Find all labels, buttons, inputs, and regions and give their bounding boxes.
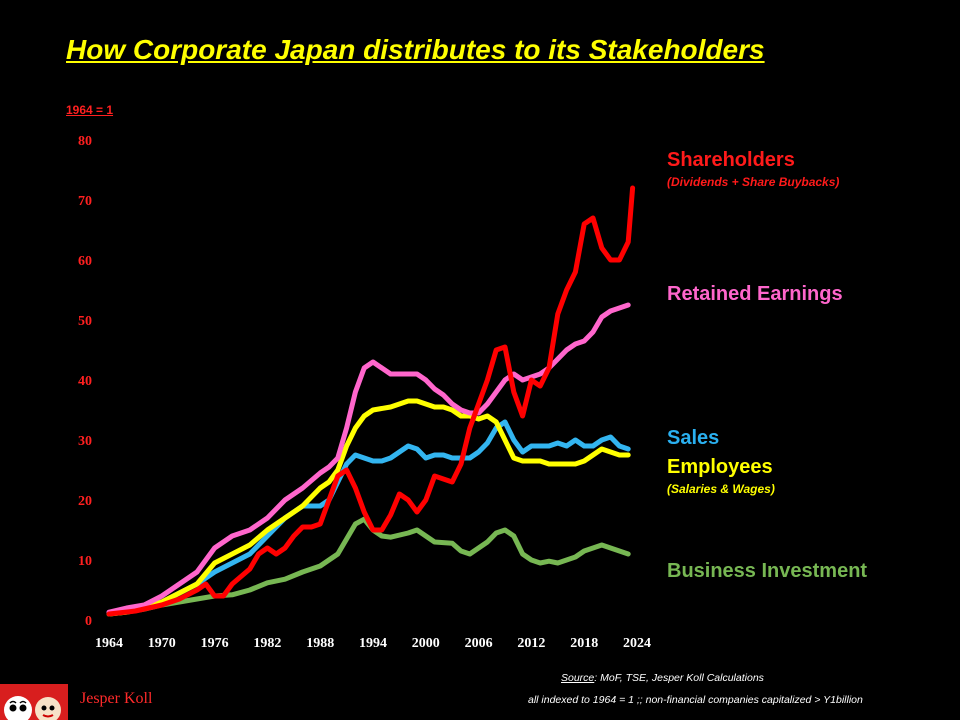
footnote: all indexed to 1964 = 1 ;; non-financial… bbox=[528, 694, 863, 706]
x-tick-label: 2000 bbox=[412, 636, 440, 651]
chart-title: How Corporate Japan distributes to its S… bbox=[66, 34, 765, 65]
legend-business-investment-label: Business Investment bbox=[667, 560, 868, 582]
series-line-shareholders bbox=[106, 185, 636, 617]
legend-retained-earnings: Retained Earnings bbox=[667, 283, 843, 306]
legend-sales-label: Sales bbox=[667, 427, 720, 449]
legend-sales: Sales bbox=[667, 427, 719, 450]
series-lines bbox=[106, 185, 636, 617]
daruma-logo bbox=[0, 684, 68, 720]
series-line-sales bbox=[106, 419, 631, 616]
y-tick-label: 20 bbox=[78, 494, 92, 509]
y-tick-label: 50 bbox=[78, 314, 92, 329]
x-tick-label: 2012 bbox=[517, 636, 545, 651]
x-tick-label: 1976 bbox=[201, 636, 229, 651]
x-tick-label: 1982 bbox=[253, 636, 281, 651]
legend-retained-earnings-label: Retained Earnings bbox=[667, 283, 843, 305]
y-tick-label: 60 bbox=[78, 254, 92, 269]
series-line-employees bbox=[106, 398, 631, 617]
legend-shareholders: Shareholders (Dividends + Share Buybacks… bbox=[667, 149, 839, 189]
legend-shareholders-label: Shareholders bbox=[667, 149, 795, 171]
x-tick-label: 1964 bbox=[95, 636, 123, 651]
y-tick-label: 80 bbox=[78, 134, 92, 149]
y-tick-label: 70 bbox=[78, 194, 92, 209]
legend-employees-label: Employees bbox=[667, 456, 773, 478]
x-tick-label: 1994 bbox=[359, 636, 387, 651]
legend-business-investment: Business Investment bbox=[667, 560, 867, 583]
source-label: Source bbox=[561, 672, 595, 684]
series-line-retained bbox=[106, 302, 631, 615]
legend-employees-sublabel: (Salaries & Wages) bbox=[667, 482, 775, 496]
author-name: Jesper Koll bbox=[80, 690, 153, 707]
legend-employees: Employees (Salaries & Wages) bbox=[667, 456, 775, 496]
legend-shareholders-sublabel: (Dividends + Share Buybacks) bbox=[667, 175, 840, 189]
x-tick-label: 2024 bbox=[623, 636, 651, 651]
y-tick-label: 10 bbox=[78, 554, 92, 569]
y-tick-label: 30 bbox=[78, 434, 92, 449]
y-axis-unit-label: 1964 = 1 bbox=[66, 103, 114, 117]
series-line-business bbox=[106, 516, 631, 617]
x-tick-label: 2018 bbox=[570, 636, 598, 651]
y-tick-label: 40 bbox=[78, 374, 92, 389]
y-tick-label: 0 bbox=[85, 614, 92, 629]
x-tick-label: 2006 bbox=[465, 636, 493, 651]
source-note: Source: MoF, TSE, Jesper Koll Calculatio… bbox=[561, 672, 764, 684]
x-tick-label: 1988 bbox=[306, 636, 334, 651]
source-text: : MoF, TSE, Jesper Koll Calculations bbox=[594, 672, 764, 684]
y-axis-ticks: 0 10 20 30 40 50 60 70 80 bbox=[78, 134, 92, 629]
x-axis-ticks: 1964 1970 1976 1982 1988 1994 2000 2006 2012 2018… bbox=[95, 636, 651, 651]
x-tick-label: 1970 bbox=[148, 636, 176, 651]
